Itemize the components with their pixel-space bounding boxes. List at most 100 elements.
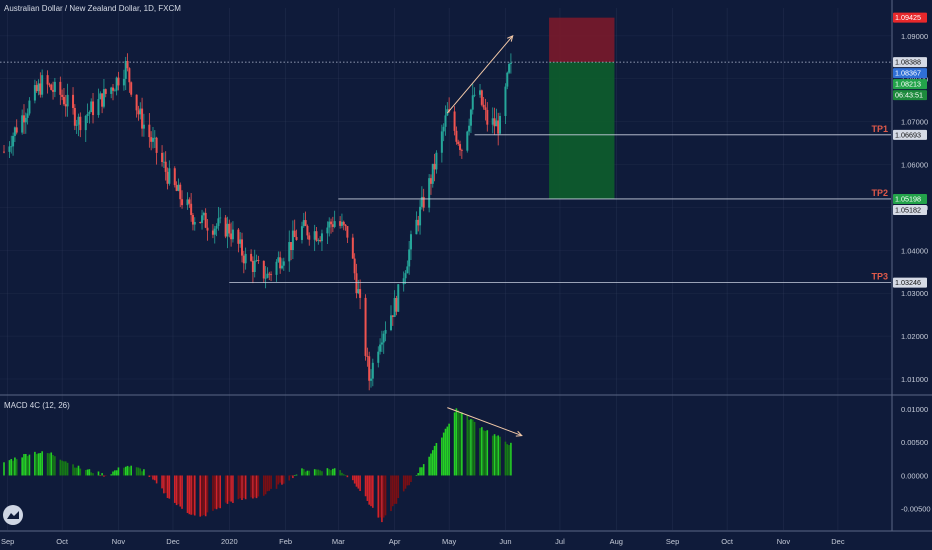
candle-body (102, 89, 105, 107)
macd-bar (34, 451, 36, 476)
candle-body (211, 230, 214, 235)
candle-body (391, 315, 394, 317)
candle-body (422, 196, 425, 208)
macd-bar (422, 464, 425, 476)
candle-body (162, 161, 165, 163)
candle-body (50, 84, 53, 90)
candle-body (244, 253, 247, 264)
candle-body (97, 99, 100, 116)
macd-bar (52, 455, 54, 476)
macd-bar (359, 475, 361, 492)
candle-body (290, 242, 293, 251)
macd-bar (154, 475, 156, 481)
macd-bar (330, 470, 332, 476)
macd-bar (179, 475, 182, 507)
macd-bar (26, 456, 29, 476)
candle-body (139, 108, 142, 115)
macd-bar (457, 410, 460, 476)
level-label-tp3: TP3 (871, 272, 888, 282)
candle-body (308, 235, 311, 240)
macd-bar (15, 459, 18, 476)
candle-body (52, 89, 55, 92)
macd-bar (103, 475, 105, 477)
candle-body (115, 77, 118, 91)
macd-bar (344, 475, 347, 476)
candle-body (199, 222, 202, 223)
price-label-box (893, 277, 927, 288)
macd-bar (139, 468, 142, 476)
candle-body (275, 261, 278, 275)
macd-bar (377, 475, 380, 518)
candle-body (331, 224, 334, 227)
macd-bar (150, 475, 152, 477)
macd-bar (406, 475, 409, 486)
candle-body (395, 298, 398, 312)
time-axis-tick: Dec (166, 537, 180, 546)
candle-body (241, 239, 244, 256)
tradingview-logo-icon[interactable] (3, 505, 23, 525)
chart-title: Australian Dollar / New Zealand Dollar, … (4, 4, 181, 13)
macd-bar (404, 475, 407, 489)
candle-body (317, 240, 320, 241)
macd-bar (152, 475, 154, 480)
macd-bar (114, 470, 116, 476)
macd-bar (486, 430, 489, 476)
macd-bar (277, 475, 280, 485)
price-label-box (893, 12, 927, 23)
candle-body (473, 94, 476, 96)
candle-body (266, 273, 269, 278)
candle-body (330, 221, 333, 225)
candle-body (188, 199, 191, 204)
candle-body (10, 146, 13, 148)
macd-indicator-label[interactable]: MACD 4C (12, 26) (4, 401, 70, 410)
candle-body (242, 255, 245, 264)
macd-bar (270, 475, 272, 489)
candle-body (117, 77, 120, 86)
candle-body (101, 93, 104, 107)
candle-body (415, 219, 418, 235)
candle-body (504, 86, 507, 116)
candle-body (479, 90, 482, 95)
macd-bar (428, 456, 430, 476)
macd-histogram (3, 408, 512, 523)
candle-body (191, 214, 194, 225)
candle-body (344, 224, 347, 227)
macd-bar (493, 434, 496, 476)
macd-bar (188, 475, 191, 515)
candle-body (193, 222, 196, 225)
time-axis-tick: Oct (56, 537, 69, 546)
candle-body (382, 333, 385, 343)
candle-body (315, 231, 318, 241)
macd-bar (90, 472, 93, 476)
candle-body (357, 289, 360, 294)
macd-bar (435, 443, 438, 476)
price-label-text: 1.08213 (895, 80, 921, 89)
candle-body (319, 240, 322, 242)
macd-bar (317, 469, 320, 476)
macd-bar (471, 419, 474, 476)
candle-body (371, 362, 374, 379)
candle-body (270, 274, 273, 276)
time-axis-tick: May (442, 537, 456, 546)
candle-body (251, 260, 254, 272)
macd-bar (177, 475, 180, 505)
macd-bar (79, 468, 82, 476)
macd-bar (352, 475, 354, 481)
price-axis-tick: 1.03000 (901, 289, 928, 298)
macd-bar (101, 473, 103, 476)
macd-bar (446, 426, 449, 476)
candle-body (366, 355, 369, 357)
macd-bar (219, 475, 222, 509)
time-axis-tick: Jun (499, 537, 511, 546)
price-label-box (893, 129, 927, 140)
grid (0, 8, 891, 530)
macd-bar (243, 475, 245, 498)
macd-bar (268, 475, 271, 491)
time-axis-tick: 2020 (221, 537, 238, 546)
candle-body (482, 104, 485, 108)
macd-bar (497, 435, 499, 476)
time-axis-tick: Feb (279, 537, 292, 546)
macd-bar (253, 475, 256, 498)
